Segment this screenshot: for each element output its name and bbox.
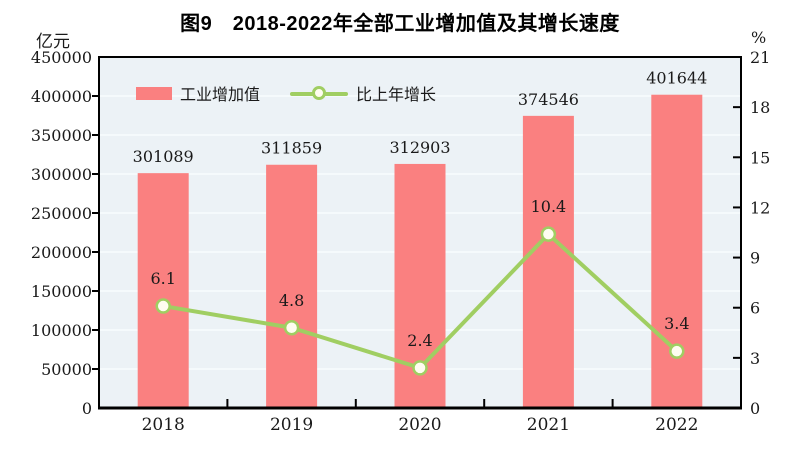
line-value-label-2022: 3.4 bbox=[664, 314, 689, 333]
right-axis-tick-label: 3 bbox=[750, 349, 760, 368]
line-series-swatch bbox=[290, 85, 349, 101]
right-axis-tick-label: 12 bbox=[750, 198, 770, 217]
right-axis-tick-label: 6 bbox=[750, 299, 760, 318]
left-axis-tick-label: 0 bbox=[82, 399, 92, 418]
x-axis-label-2022: 2022 bbox=[655, 415, 698, 435]
bar-value-label-2019: 311859 bbox=[261, 139, 322, 158]
right-axis-tick-label: 18 bbox=[750, 98, 770, 117]
right-axis-tick-label: 9 bbox=[750, 249, 760, 268]
left-axis-tick-label: 300000 bbox=[31, 165, 92, 184]
line-marker-2018 bbox=[155, 298, 171, 314]
right-axis-tick-label: 21 bbox=[750, 48, 770, 67]
line-value-label-2018: 6.1 bbox=[150, 269, 175, 288]
left-axis-tick-label: 400000 bbox=[31, 87, 92, 106]
bar-2019 bbox=[266, 164, 318, 408]
legend: 工业增加值 比上年增长 bbox=[136, 81, 436, 105]
chart-title: 图9 2018-2022年全部工业增加值及其增长速度 bbox=[180, 13, 620, 35]
line-marker-2022 bbox=[669, 343, 685, 359]
line-marker-2020 bbox=[412, 360, 428, 376]
bar-series-swatch bbox=[136, 86, 172, 100]
bar-value-label-2018: 301089 bbox=[133, 147, 194, 166]
line-marker-2021 bbox=[540, 226, 557, 242]
bar-2018 bbox=[137, 173, 189, 408]
right-axis-tick-label: 15 bbox=[750, 148, 770, 167]
line-value-label-2019: 4.8 bbox=[279, 291, 304, 310]
legend-item-bar: 工业增加值 bbox=[136, 81, 260, 105]
line-marker-2019 bbox=[283, 320, 300, 336]
bar-2021 bbox=[522, 115, 574, 408]
left-axis-tick-label: 100000 bbox=[31, 321, 92, 340]
right-axis-unit-label: % bbox=[751, 28, 767, 47]
left-axis-tick-label: 150000 bbox=[31, 282, 92, 301]
x-axis-label-2019: 2019 bbox=[270, 415, 313, 435]
right-axis-tick-label: 0 bbox=[750, 399, 760, 418]
left-axis-tick-label: 350000 bbox=[31, 126, 92, 145]
bar-2022 bbox=[651, 94, 703, 408]
legend-label-line: 比上年增长 bbox=[356, 87, 437, 104]
legend-label-bar: 工业增加值 bbox=[180, 87, 261, 104]
x-axis-label-2018: 2018 bbox=[142, 415, 185, 435]
x-axis-label-2021: 2021 bbox=[527, 415, 570, 435]
bar-value-label-2021: 374546 bbox=[518, 90, 579, 109]
left-axis-tick-label: 450000 bbox=[31, 48, 92, 67]
legend-item-line: 比上年增长 bbox=[290, 81, 436, 105]
left-axis-tick-label: 50000 bbox=[41, 360, 92, 379]
left-axis-tick-label: 250000 bbox=[31, 204, 92, 223]
left-axis-unit-label: 亿元 bbox=[36, 32, 70, 51]
bar-value-label-2022: 401644 bbox=[646, 69, 707, 88]
line-value-label-2021: 10.4 bbox=[531, 197, 567, 216]
left-axis-tick-label: 200000 bbox=[31, 243, 92, 262]
bar-value-label-2020: 312903 bbox=[389, 138, 450, 157]
x-axis-label-2020: 2020 bbox=[398, 415, 441, 435]
line-value-label-2020: 2.4 bbox=[407, 331, 432, 350]
line-swatch-marker-icon bbox=[312, 85, 327, 100]
